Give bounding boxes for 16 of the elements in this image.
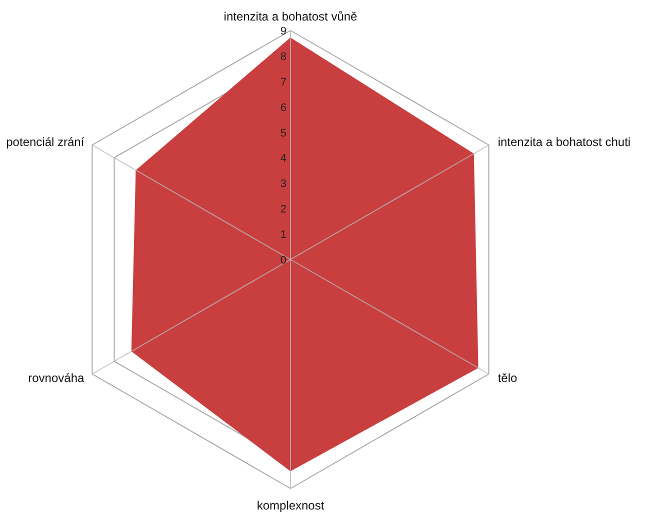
spoke-label: tělo <box>498 371 518 385</box>
y-tick-label: 2 <box>280 204 287 216</box>
y-tick-label: 5 <box>280 127 287 140</box>
y-tick-label: 9 <box>280 26 287 38</box>
y-tick-label: 1 <box>280 229 287 242</box>
spoke-label: komplexnost <box>256 498 325 512</box>
spoke-label: intenzita a bohatost vůně <box>224 10 358 24</box>
y-tick-label: 3 <box>280 178 287 190</box>
y-tick-label: 7 <box>280 76 287 88</box>
spoke-label: rovnováha <box>28 371 85 385</box>
spoke-label: intenzita a bohatost chuti <box>498 135 631 149</box>
y-tick-label: 6 <box>280 102 287 114</box>
y-tick-label: 0 <box>280 254 287 266</box>
y-tick-label: 4 <box>280 152 287 165</box>
spoke-label: potenciál zrání <box>6 135 85 149</box>
y-tick-label: 8 <box>280 50 287 63</box>
